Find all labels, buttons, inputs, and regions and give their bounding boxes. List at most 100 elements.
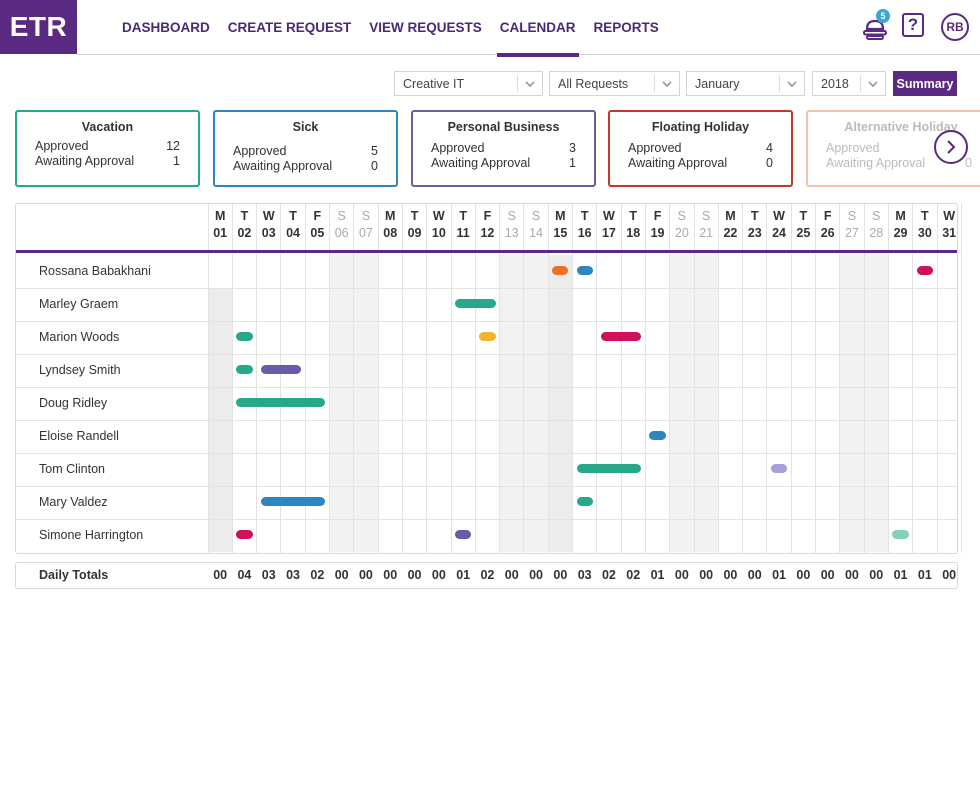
nav-view-requests[interactable]: VIEW REQUESTS	[369, 19, 482, 35]
department-select[interactable]: Creative IT	[394, 71, 543, 96]
day-header: M 22	[718, 208, 742, 242]
shaded-cell	[208, 453, 233, 486]
time-off-bar[interactable]	[576, 266, 593, 275]
grid-column-line	[912, 204, 914, 553]
day-number: 11	[456, 226, 470, 240]
card-title: Personal Business	[447, 120, 560, 134]
day-of-week: W	[432, 209, 445, 223]
time-off-bar[interactable]	[455, 299, 496, 308]
nav-create-request[interactable]: CREATE REQUEST	[227, 19, 352, 35]
grid-column-line	[401, 204, 403, 553]
card-personal-business[interactable]: Personal Business Approved 3 Awaiting App…	[411, 110, 596, 187]
chevron-down-icon	[787, 81, 797, 87]
year-select[interactable]: 2018	[812, 71, 886, 96]
day-of-week: S	[361, 209, 371, 223]
day-number: 25	[796, 226, 811, 240]
nav-reports[interactable]: REPORTS	[593, 19, 659, 35]
help-icon[interactable]: ?	[902, 13, 924, 37]
time-off-bar[interactable]	[236, 365, 253, 374]
awaiting-label: Awaiting Approval	[628, 156, 728, 170]
employee-name[interactable]: Simone Harrington	[39, 528, 144, 542]
nav-dashboard[interactable]: DASHBOARD	[122, 19, 210, 35]
day-header: W 03	[257, 208, 281, 242]
employee-name[interactable]: Marion Woods	[39, 330, 120, 344]
day-header: W 17	[597, 208, 621, 242]
notifications-icon[interactable]	[860, 12, 890, 42]
day-header: T 09	[402, 208, 426, 242]
time-off-bar[interactable]	[552, 266, 569, 275]
time-off-bar[interactable]	[649, 431, 666, 440]
day-number: 17	[601, 226, 616, 240]
day-of-week: F	[653, 209, 662, 223]
shaded-cell	[208, 519, 233, 552]
day-number: 26	[820, 226, 835, 240]
user-avatar[interactable]: RB	[941, 13, 969, 41]
card-sick[interactable]: Sick Approved 5 Awaiting Approval 0	[213, 110, 398, 187]
calendar-grid	[15, 203, 958, 554]
grid-column-line	[426, 204, 428, 553]
day-header: T 02	[232, 208, 256, 242]
awaiting-label: Awaiting Approval	[233, 159, 333, 173]
daily-total: 00	[869, 568, 884, 582]
employee-name[interactable]: Lyndsey Smith	[39, 363, 121, 377]
grid-column-line	[547, 204, 549, 553]
time-off-bar[interactable]	[576, 464, 642, 473]
app-logo[interactable]: ETR	[0, 0, 77, 54]
time-off-bar[interactable]	[916, 266, 933, 275]
day-header: M 01	[208, 208, 232, 242]
grid-column-line	[644, 204, 646, 553]
day-number: 29	[893, 226, 908, 240]
shaded-cell	[548, 321, 573, 354]
time-off-bar[interactable]	[600, 332, 642, 341]
request-type-select[interactable]: All Requests	[549, 71, 680, 96]
employee-name[interactable]: Mary Valdez	[39, 495, 108, 509]
time-off-bar[interactable]	[455, 530, 472, 539]
day-of-week: S	[507, 209, 516, 223]
grid-column-line	[790, 204, 792, 553]
day-header: S 20	[670, 208, 694, 242]
month-select[interactable]: January	[686, 71, 805, 96]
awaiting-count: 0	[965, 156, 972, 170]
time-off-bar[interactable]	[770, 464, 788, 473]
shaded-cell	[548, 420, 573, 453]
daily-total: 02	[480, 568, 495, 582]
day-of-week: W	[773, 209, 785, 223]
card-vacation[interactable]: Vacation Approved 12 Awaiting Approval 1	[15, 110, 200, 187]
grid-column-line	[887, 204, 889, 553]
time-off-bar[interactable]	[892, 530, 909, 539]
employee-name[interactable]: Rossana Babakhani	[39, 264, 151, 278]
shaded-cell	[208, 420, 233, 453]
chevron-down-icon	[525, 81, 535, 87]
time-off-bar[interactable]	[236, 332, 253, 341]
month-value: January	[695, 76, 740, 91]
daily-total: 01	[772, 568, 786, 582]
weekend-column	[523, 252, 549, 552]
weekend-column	[353, 252, 379, 552]
time-off-bar[interactable]	[260, 497, 326, 506]
day-of-week: T	[240, 209, 249, 223]
time-off-bar[interactable]	[236, 530, 253, 539]
shaded-cell	[208, 321, 233, 354]
time-off-bar[interactable]	[576, 497, 593, 506]
card-floating-holiday[interactable]: Floating Holiday Approved 4 Awaiting Appr…	[608, 110, 793, 187]
day-of-week: F	[313, 209, 322, 223]
grid-row-line	[16, 321, 957, 322]
time-off-bar[interactable]	[260, 365, 302, 374]
summary-button[interactable]: Summary	[893, 71, 957, 96]
grid-column-line	[596, 204, 598, 553]
shaded-cell	[548, 486, 573, 519]
employee-name[interactable]: Marley Graem	[39, 297, 119, 311]
employee-name[interactable]: Tom Clinton	[39, 462, 105, 476]
approved-count: 4	[766, 141, 773, 155]
time-off-bar[interactable]	[236, 398, 326, 407]
employee-name[interactable]: Eloise Randell	[39, 429, 119, 443]
next-cards-button[interactable]	[934, 130, 968, 164]
day-header: S 14	[524, 208, 548, 242]
grid-column-line	[717, 204, 719, 553]
daily-total: 00	[529, 568, 543, 582]
nav-calendar[interactable]: CALENDAR	[496, 0, 579, 57]
employee-name[interactable]: Doug Ridley	[39, 396, 108, 410]
time-off-bar[interactable]	[479, 332, 496, 341]
day-of-week: T	[750, 209, 759, 223]
day-number: 08	[383, 226, 398, 240]
